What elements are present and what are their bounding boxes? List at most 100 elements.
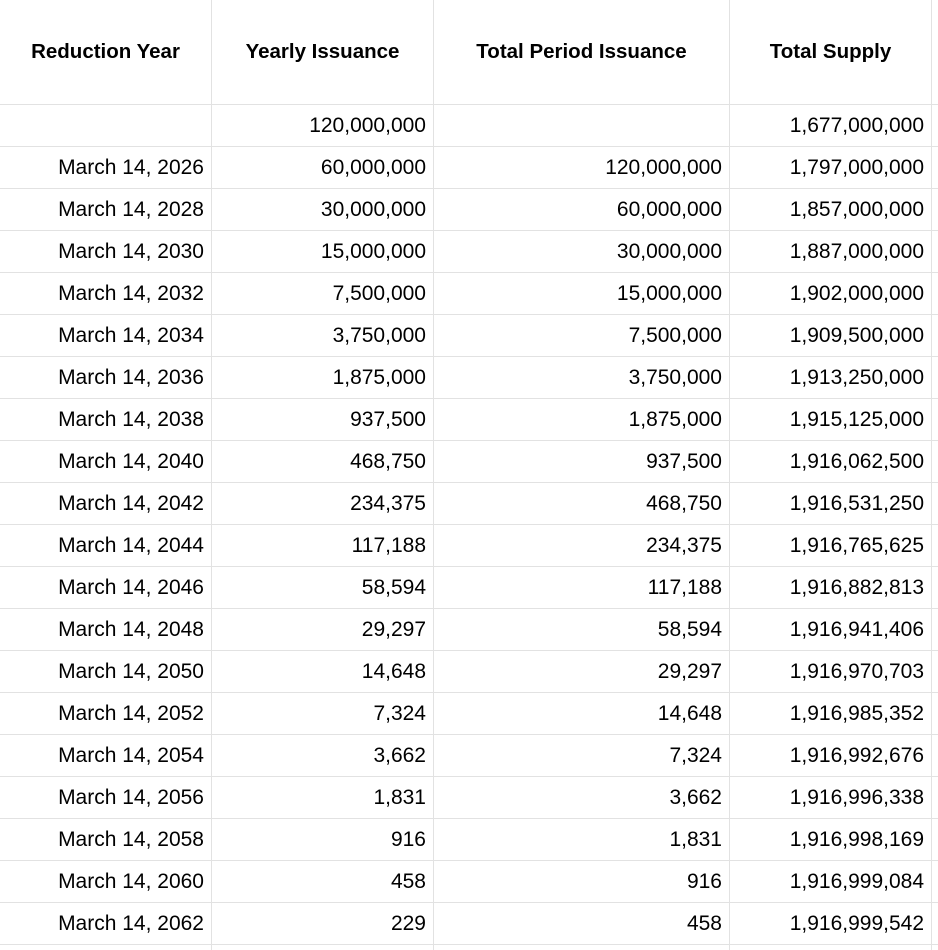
- data-cell: March 14, 2052: [0, 693, 212, 735]
- header-cell: Yearly Issuance: [212, 0, 434, 105]
- data-cell: March 14, 2058: [0, 819, 212, 861]
- data-cell: March 14, 2032: [0, 273, 212, 315]
- data-cell: 1,913,250,000: [730, 357, 932, 399]
- header-cell: Total Period Issuance: [434, 0, 730, 105]
- empty-cell: [932, 567, 938, 609]
- data-cell: 1,887,000,000: [730, 231, 932, 273]
- data-cell: 1,875,000: [434, 399, 730, 441]
- empty-cell: [434, 945, 730, 950]
- data-cell: 3,662: [434, 777, 730, 819]
- data-cell: 1,902,000,000: [730, 273, 932, 315]
- data-cell: [434, 105, 730, 147]
- empty-cell: [0, 945, 212, 950]
- data-cell: 7,324: [434, 735, 730, 777]
- data-cell: 30,000,000: [434, 231, 730, 273]
- data-cell: 1,916,998,169: [730, 819, 932, 861]
- header-cell: Reduction Year: [0, 0, 212, 105]
- empty-cell: [932, 231, 938, 273]
- data-cell: 937,500: [434, 441, 730, 483]
- empty-cell: [212, 945, 434, 950]
- data-cell: 468,750: [434, 483, 730, 525]
- data-cell: 117,188: [212, 525, 434, 567]
- data-cell: 1,916,970,703: [730, 651, 932, 693]
- empty-cell: [932, 0, 938, 105]
- data-cell: 14,648: [434, 693, 730, 735]
- data-cell: 1,677,000,000: [730, 105, 932, 147]
- data-cell: March 14, 2046: [0, 567, 212, 609]
- data-cell: 1,916,882,813: [730, 567, 932, 609]
- data-cell: March 14, 2042: [0, 483, 212, 525]
- data-cell: 58,594: [212, 567, 434, 609]
- data-cell: March 14, 2026: [0, 147, 212, 189]
- data-cell: 3,750,000: [434, 357, 730, 399]
- data-cell: 1,831: [434, 819, 730, 861]
- empty-cell: [932, 609, 938, 651]
- data-cell: March 14, 2056: [0, 777, 212, 819]
- data-cell: 234,375: [212, 483, 434, 525]
- data-cell: 15,000,000: [434, 273, 730, 315]
- data-cell: 1,916,941,406: [730, 609, 932, 651]
- empty-cell: [932, 105, 938, 147]
- data-cell: 117,188: [434, 567, 730, 609]
- empty-cell: [932, 735, 938, 777]
- data-cell: March 14, 2062: [0, 903, 212, 945]
- empty-cell: [932, 315, 938, 357]
- data-cell: 1,916,062,500: [730, 441, 932, 483]
- data-cell: 15,000,000: [212, 231, 434, 273]
- empty-cell: [932, 693, 938, 735]
- empty-cell: [730, 945, 932, 950]
- data-cell: 1,909,500,000: [730, 315, 932, 357]
- data-cell: 1,875,000: [212, 357, 434, 399]
- header-cell: Total Supply: [730, 0, 932, 105]
- empty-cell: [932, 525, 938, 567]
- data-cell: 29,297: [212, 609, 434, 651]
- data-cell: March 14, 2060: [0, 861, 212, 903]
- empty-cell: [932, 945, 938, 950]
- empty-cell: [932, 189, 938, 231]
- data-cell: 1,797,000,000: [730, 147, 932, 189]
- data-cell: 14,648: [212, 651, 434, 693]
- data-cell: 1,916,531,250: [730, 483, 932, 525]
- empty-cell: [932, 357, 938, 399]
- data-cell: 468,750: [212, 441, 434, 483]
- data-cell: March 14, 2030: [0, 231, 212, 273]
- data-cell: 1,916,765,625: [730, 525, 932, 567]
- data-cell: 1,916,999,542: [730, 903, 932, 945]
- data-cell: 3,662: [212, 735, 434, 777]
- empty-cell: [932, 861, 938, 903]
- data-cell: 7,500,000: [212, 273, 434, 315]
- data-cell: 60,000,000: [212, 147, 434, 189]
- data-cell: 7,324: [212, 693, 434, 735]
- data-cell: 1,831: [212, 777, 434, 819]
- data-cell: 229: [212, 903, 434, 945]
- data-cell: 3,750,000: [212, 315, 434, 357]
- data-cell: March 14, 2038: [0, 399, 212, 441]
- empty-cell: [932, 441, 938, 483]
- data-cell: 29,297: [434, 651, 730, 693]
- data-cell: March 14, 2036: [0, 357, 212, 399]
- data-cell: 234,375: [434, 525, 730, 567]
- data-cell: 60,000,000: [434, 189, 730, 231]
- data-cell: 1,916,985,352: [730, 693, 932, 735]
- empty-cell: [932, 903, 938, 945]
- data-cell: 1,857,000,000: [730, 189, 932, 231]
- data-cell: March 14, 2040: [0, 441, 212, 483]
- data-cell: 937,500: [212, 399, 434, 441]
- data-cell: 916: [434, 861, 730, 903]
- data-cell: 916: [212, 819, 434, 861]
- data-cell: 1,915,125,000: [730, 399, 932, 441]
- empty-cell: [932, 819, 938, 861]
- empty-cell: [932, 147, 938, 189]
- data-cell: 120,000,000: [434, 147, 730, 189]
- data-cell: 458: [434, 903, 730, 945]
- data-cell: March 14, 2034: [0, 315, 212, 357]
- data-cell: 1,916,996,338: [730, 777, 932, 819]
- data-cell: March 14, 2050: [0, 651, 212, 693]
- data-cell: March 14, 2048: [0, 609, 212, 651]
- data-cell: 30,000,000: [212, 189, 434, 231]
- empty-cell: [932, 777, 938, 819]
- data-cell: 120,000,000: [212, 105, 434, 147]
- data-cell: 1,916,992,676: [730, 735, 932, 777]
- data-cell: March 14, 2054: [0, 735, 212, 777]
